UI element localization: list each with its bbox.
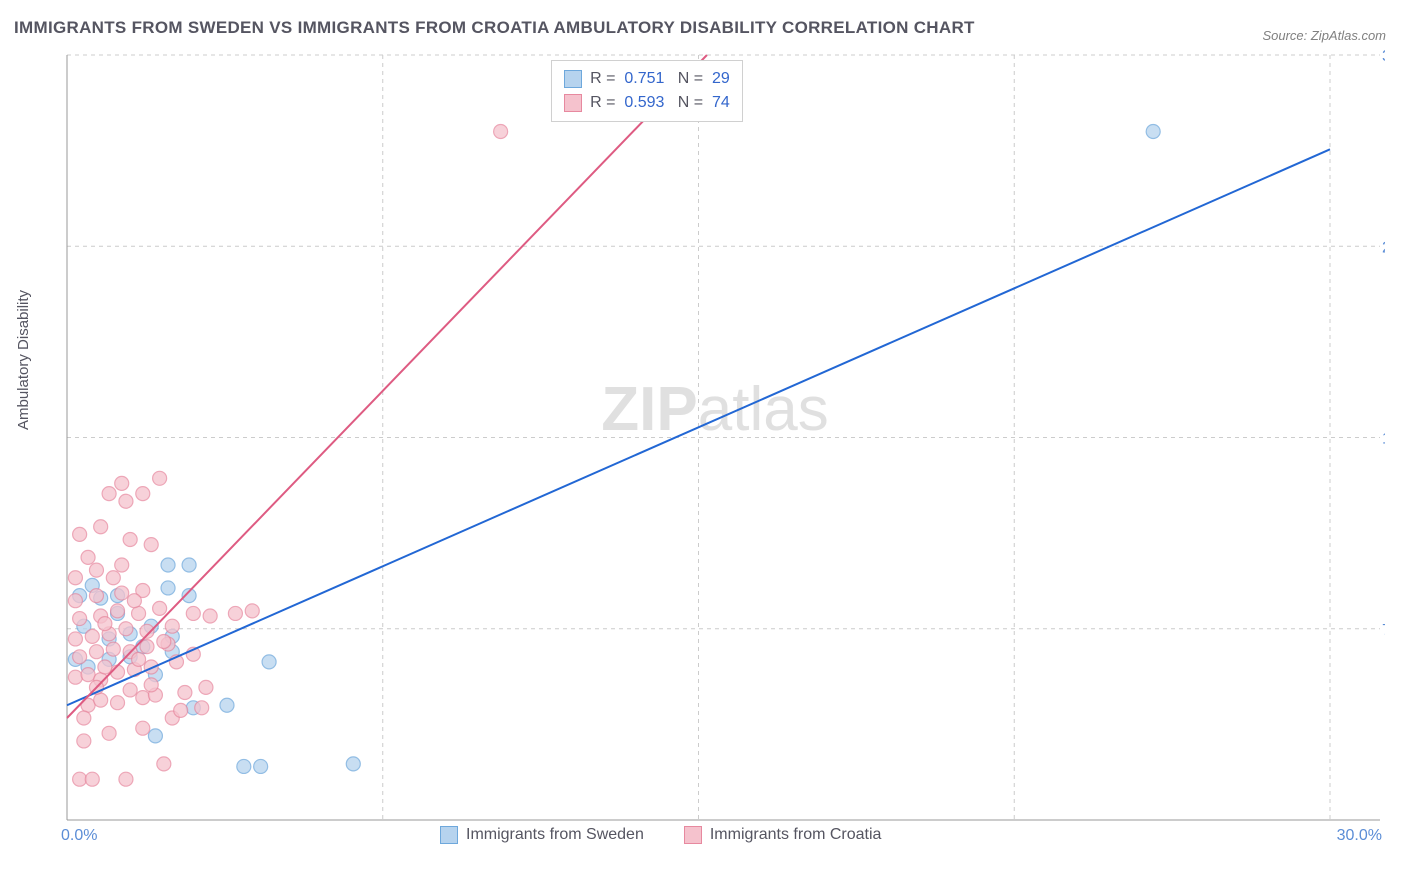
legend-stats: R = 0.751 N = 29 R = 0.593 N = 74 (551, 60, 743, 122)
legend-swatch (440, 826, 458, 844)
svg-text:30.0%: 30.0% (1337, 827, 1382, 840)
legend-stats-row: R = 0.751 N = 29 (564, 67, 730, 91)
legend-series-label: Immigrants from Croatia (710, 826, 882, 844)
legend-series: Immigrants from Sweden Immigrants from Cr… (440, 826, 881, 844)
legend-stats-row: R = 0.593 N = 74 (564, 91, 730, 115)
y-axis-label: Ambulatory Disability (15, 290, 32, 430)
svg-text:22.5%: 22.5% (1382, 239, 1385, 256)
svg-text:7.5%: 7.5% (1382, 622, 1385, 639)
legend-stat-text: R = 0.593 N = 74 (590, 94, 730, 112)
svg-text:30.0%: 30.0% (1382, 50, 1385, 65)
chart-area: ZIPatlas7.5%15.0%22.5%30.0%0.0%30.0% (55, 50, 1385, 840)
legend-swatch (564, 70, 582, 88)
legend-series-label: Immigrants from Sweden (466, 826, 644, 844)
scatter-plot: ZIPatlas7.5%15.0%22.5%30.0%0.0%30.0% (55, 50, 1385, 840)
legend-swatch (684, 826, 702, 844)
chart-title: IMMIGRANTS FROM SWEDEN VS IMMIGRANTS FRO… (14, 18, 975, 38)
svg-text:0.0%: 0.0% (61, 827, 97, 840)
svg-text:15.0%: 15.0% (1382, 431, 1385, 448)
legend-swatch (564, 94, 582, 112)
source-attribution: Source: ZipAtlas.com (1262, 28, 1386, 43)
legend-series-item: Immigrants from Croatia (684, 826, 882, 844)
legend-stat-text: R = 0.751 N = 29 (590, 70, 730, 88)
legend-series-item: Immigrants from Sweden (440, 826, 644, 844)
